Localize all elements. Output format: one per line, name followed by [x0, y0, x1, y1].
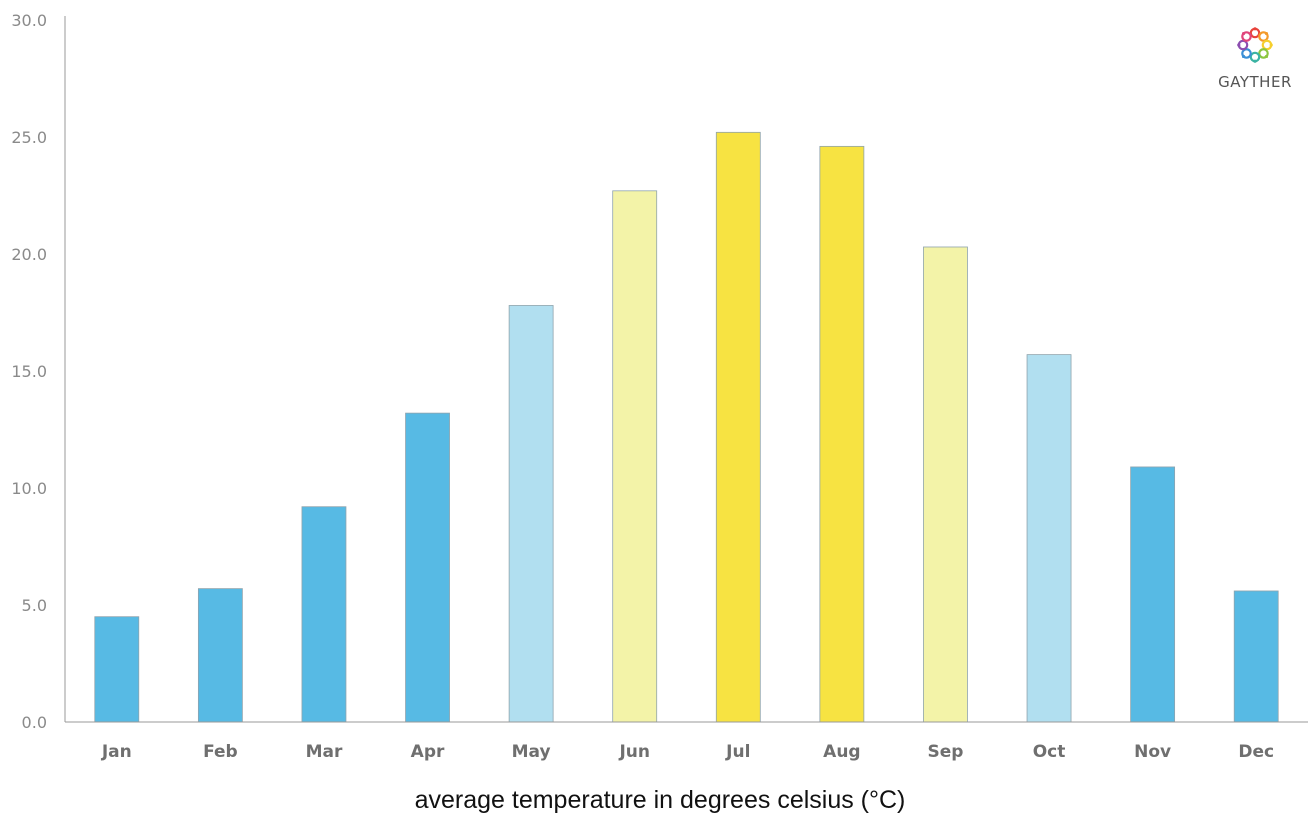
logo-text: GAYTHER	[1218, 73, 1292, 91]
x-axis-title: average temperature in degrees celsius (…	[415, 786, 906, 814]
y-tick-label: 30.0	[11, 11, 47, 30]
logo-dot	[1241, 31, 1246, 36]
y-tick-label: 20.0	[11, 245, 47, 264]
bar-jul	[715, 131, 761, 723]
logo-dot	[1237, 43, 1241, 47]
logo-dot	[1253, 59, 1257, 63]
x-tick-label: Nov	[1134, 742, 1171, 762]
x-tick-label: Jul	[725, 742, 750, 762]
x-axis: Jan Feb Mar Apr May Jun Jul Aug Sep Oct Nov Dec	[65, 721, 1308, 762]
bar-jan	[94, 616, 140, 723]
logo-dot	[1264, 54, 1269, 59]
bars	[94, 131, 1279, 723]
logo-dot	[1241, 54, 1246, 59]
x-tick-label: Jan	[101, 742, 132, 762]
logo-petal	[1241, 31, 1252, 42]
x-tick-label: Apr	[411, 742, 445, 762]
x-tick-label: Sep	[927, 742, 963, 762]
x-tick-label: Dec	[1238, 742, 1274, 762]
bar-jun	[612, 190, 658, 723]
brand-logo: GAYTHER	[1218, 27, 1292, 91]
bar-dec	[1233, 590, 1279, 723]
x-tick-label: Oct	[1033, 742, 1066, 762]
y-tick-label: 25.0	[11, 128, 47, 147]
y-tick-label: 0.0	[22, 713, 47, 732]
bar-aug	[819, 145, 865, 723]
bar-oct	[1026, 354, 1072, 723]
x-tick-label: Feb	[203, 742, 238, 762]
y-tick-label: 15.0	[11, 362, 47, 381]
bar-mar	[301, 506, 347, 723]
x-tick-label: Aug	[823, 742, 860, 762]
logo-petal	[1258, 31, 1269, 42]
bar-sep	[923, 246, 968, 723]
logo-petal	[1258, 48, 1269, 59]
logo-dot	[1264, 31, 1269, 36]
logo-dot	[1253, 27, 1257, 31]
x-tick-label: Jun	[618, 742, 650, 762]
y-tick-label: 5.0	[22, 596, 47, 615]
logo-petal	[1241, 48, 1252, 59]
y-tick-label: 10.0	[11, 479, 47, 498]
x-tick-label: May	[512, 742, 551, 762]
bar-apr	[405, 412, 450, 723]
x-tick-label: Mar	[306, 742, 343, 762]
bar-nov	[1130, 466, 1176, 723]
y-axis: 0.0 5.0 10.0 15.0 20.0 25.0 30.0	[11, 11, 66, 732]
flower-ring-logo-icon	[1237, 27, 1273, 63]
bar-feb	[197, 588, 243, 723]
bar-may	[508, 305, 554, 723]
logo-dot	[1269, 43, 1273, 47]
